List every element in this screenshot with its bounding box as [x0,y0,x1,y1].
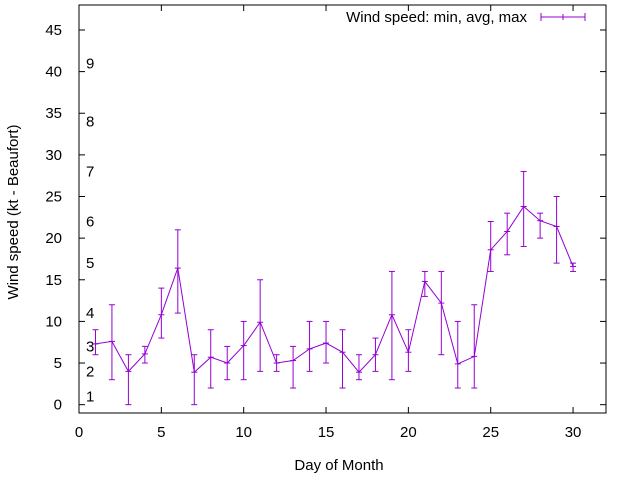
y-tick-label: 25 [45,189,62,206]
x-axis: 0 5 10 15 20 25 30 [75,5,582,441]
x-tick-label: 20 [400,424,417,441]
beaufort-label: 2 [86,363,94,380]
beaufort-label: 5 [86,255,94,272]
y-tick-label: 0 [54,397,62,414]
y-tick-label: 45 [45,22,62,39]
x-tick-label: 0 [75,424,83,441]
x-tick-label: 10 [235,424,252,441]
y-tick-label: 35 [45,105,62,122]
beaufort-label: 9 [86,55,94,72]
y-tick-label: 40 [45,64,62,81]
y-tick-label: 30 [45,147,62,164]
y-tick-label: 15 [45,272,62,289]
beaufort-label: 1 [86,388,94,405]
x-tick-label: 5 [157,424,165,441]
beaufort-label: 3 [86,338,94,355]
y-axis-title: Wind speed (kt - Beaufort) [5,124,22,299]
legend: Wind speed: min, avg, max [346,9,586,26]
beaufort-scale: 1 2 3 4 5 6 7 8 9 [86,55,94,405]
beaufort-label: 7 [86,164,94,181]
beaufort-label: 4 [86,305,94,322]
y-tick-label: 10 [45,313,62,330]
x-tick-label: 15 [318,424,335,441]
y-tick-label: 5 [54,355,62,372]
beaufort-label: 6 [86,213,94,230]
x-axis-title: Day of Month [294,457,383,474]
legend-label: Wind speed: min, avg, max [346,9,527,26]
y-tick-label: 20 [45,230,62,247]
beaufort-label: 8 [86,114,94,131]
x-tick-label: 25 [482,424,499,441]
series-line [95,205,574,374]
plot-frame [78,4,607,414]
x-tick-label: 30 [565,424,582,441]
series-layer [92,171,577,406]
